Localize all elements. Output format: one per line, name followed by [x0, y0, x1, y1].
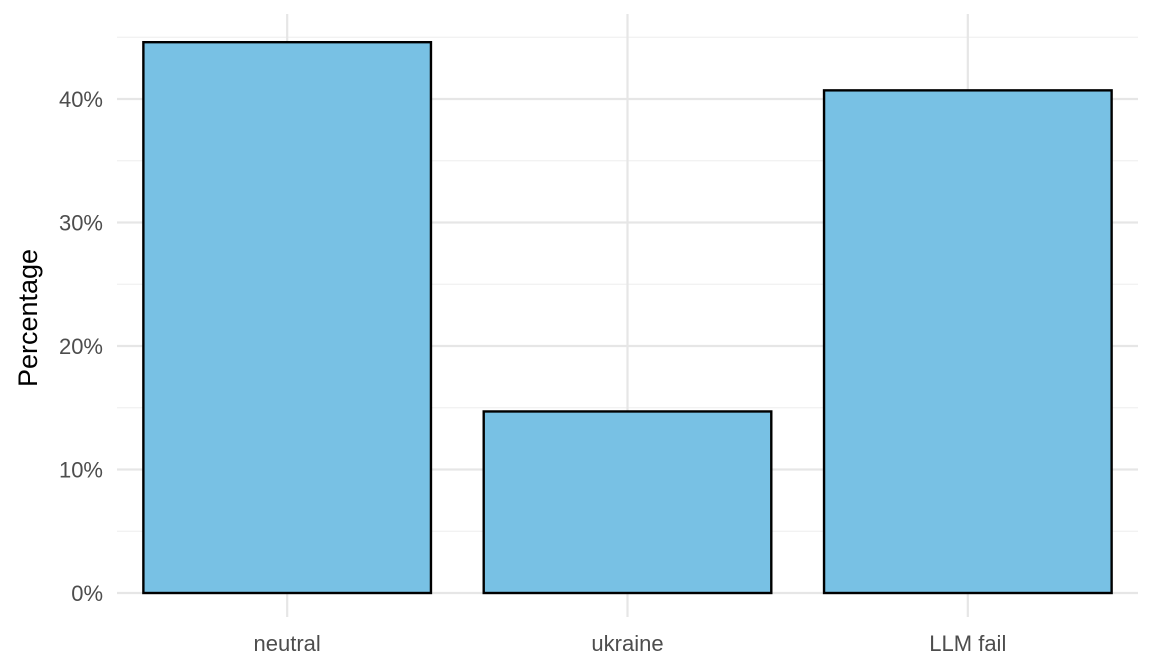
y-tick-label: 20% [59, 334, 103, 359]
bars-layer [142, 40, 1113, 595]
x-tick-label: neutral [254, 631, 321, 656]
y-axis-ticks: 0% 10% 20% 30% 40% [59, 87, 103, 606]
y-tick-label: 10% [59, 458, 103, 483]
y-tick-label: 30% [59, 211, 103, 236]
y-tick-label: 40% [59, 87, 103, 112]
y-tick-label: 0% [71, 581, 103, 606]
x-tick-label: ukraine [591, 631, 663, 656]
bar-llm-fail [822, 89, 1113, 595]
x-axis-ticks: neutral ukraine LLM fail [254, 631, 1007, 656]
y-axis-title: Percentage [13, 249, 43, 387]
x-tick-label: LLM fail [929, 631, 1006, 656]
bar-neutral [142, 40, 433, 595]
bar-ukraine [482, 410, 773, 595]
